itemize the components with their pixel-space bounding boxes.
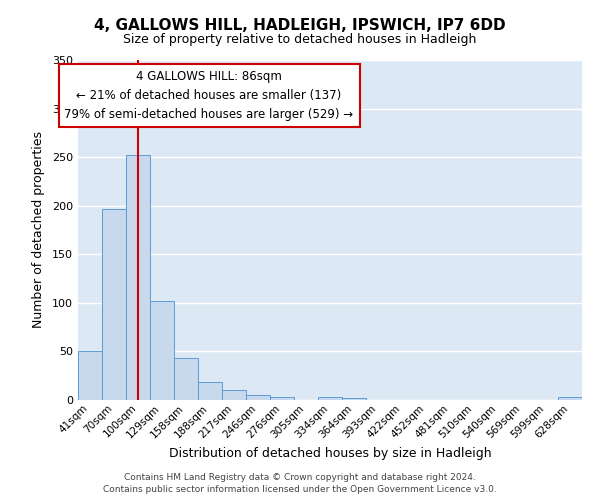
Bar [318,397,342,400]
Bar [246,395,270,400]
Text: Contains HM Land Registry data © Crown copyright and database right 2024.: Contains HM Land Registry data © Crown c… [124,473,476,482]
Bar [102,208,126,400]
Bar [126,155,150,400]
Text: Contains public sector information licensed under the Open Government Licence v3: Contains public sector information licen… [103,486,497,494]
X-axis label: Distribution of detached houses by size in Hadleigh: Distribution of detached houses by size … [169,446,491,460]
Text: Size of property relative to detached houses in Hadleigh: Size of property relative to detached ho… [124,32,476,46]
Bar [558,397,582,400]
Bar [150,301,174,400]
Text: 4, GALLOWS HILL, HADLEIGH, IPSWICH, IP7 6DD: 4, GALLOWS HILL, HADLEIGH, IPSWICH, IP7 … [94,18,506,32]
Bar [78,352,102,400]
Bar [198,382,222,400]
Bar [174,358,198,400]
Y-axis label: Number of detached properties: Number of detached properties [32,132,45,328]
Bar [270,397,294,400]
Bar [222,390,246,400]
Bar [342,398,366,400]
Text: 4 GALLOWS HILL: 86sqm
← 21% of detached houses are smaller (137)
79% of semi-det: 4 GALLOWS HILL: 86sqm ← 21% of detached … [64,70,353,121]
